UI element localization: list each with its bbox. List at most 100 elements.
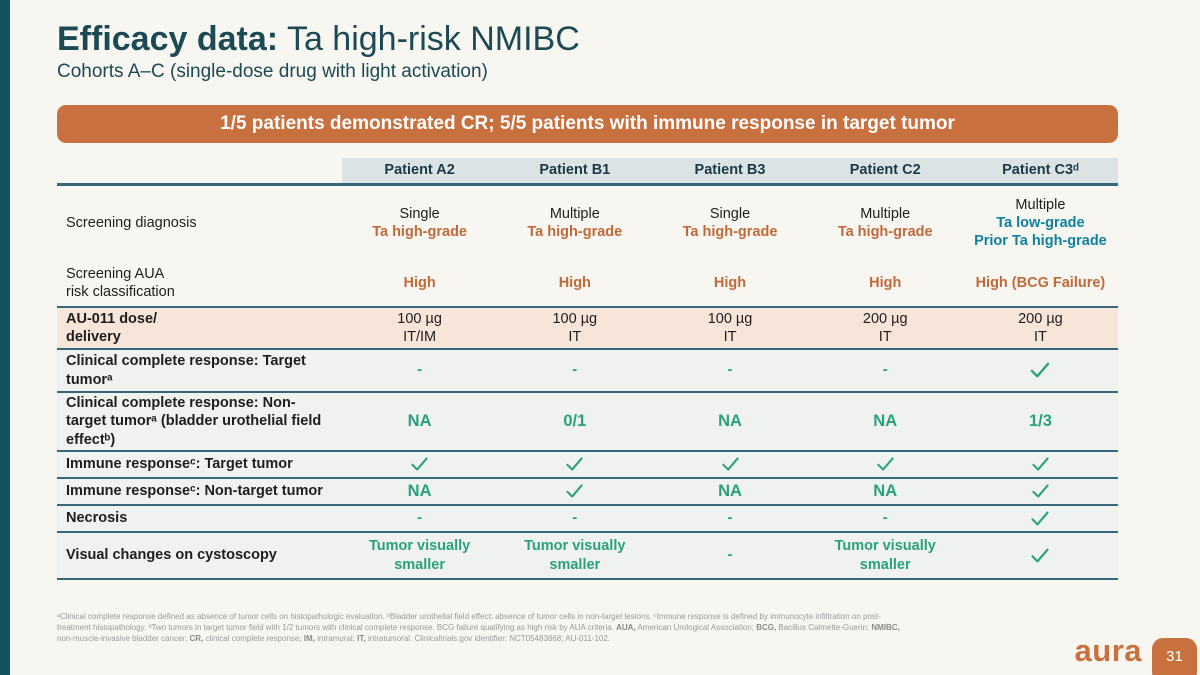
- cell-a2: [342, 455, 497, 475]
- cell-c3: Multiple Ta low-grade Prior Ta high-grad…: [963, 196, 1118, 250]
- checkmark-icon: [1031, 548, 1049, 563]
- abbrev-im: IM,: [303, 634, 315, 643]
- checkmark-icon: [721, 457, 739, 471]
- column-header-patient-c2: Patient C2: [807, 158, 963, 183]
- page-number: 31: [1166, 648, 1183, 665]
- checkmark-icon: [566, 484, 583, 498]
- cell-b3: -: [727, 509, 733, 527]
- table-row-ccr-target: Clinical complete response: Target tumor…: [57, 350, 1118, 393]
- headline-banner: 1/5 patients demonstrated CR; 5/5 patien…: [57, 105, 1118, 143]
- row-label: Clinical complete response: Non-target t…: [66, 395, 322, 448]
- table-row-screening-diagnosis: Screening diagnosis Single Ta high-grade…: [57, 186, 1118, 260]
- footnote-text: ᵃClinical complete response defined as a…: [57, 612, 881, 621]
- footnote-text: treatment histopathology. ᵈTwo tumors in…: [57, 623, 617, 632]
- page-subtitle: Cohorts A–C (single-dose drug with light…: [57, 61, 488, 82]
- page-title-bold: Efficacy data:: [57, 20, 279, 58]
- cell-c3: [963, 361, 1118, 381]
- cell-c3: High (BCG Failure): [975, 274, 1106, 291]
- diagnosis-count: Single: [709, 205, 751, 222]
- column-header-patient-a2: Patient A2: [342, 158, 498, 183]
- cell-b1: 100 µg IT: [552, 310, 598, 345]
- cell-b1: -: [572, 361, 578, 379]
- cell-c2: [808, 455, 963, 475]
- cell-b3: -: [727, 361, 733, 379]
- cell-a2: Tumor visually smaller: [342, 537, 497, 573]
- cell-c3: [963, 546, 1118, 566]
- visual-change-value: Tumor visually smaller: [368, 538, 471, 573]
- diagnosis-grade: Ta high-grade: [682, 224, 778, 240]
- page-title: Efficacy data: Ta high-risk NMIBC: [57, 20, 580, 59]
- cell-b1: Multiple Ta high-grade: [497, 205, 652, 241]
- checkmark-icon: [1032, 457, 1049, 471]
- visual-change-value: Tumor visually smaller: [834, 538, 936, 573]
- table-row-necrosis: Necrosis - - - -: [57, 506, 1118, 533]
- row-label: Clinical complete response: Target tumor…: [66, 353, 306, 388]
- cell-c3: 200 µg IT: [1018, 310, 1063, 345]
- cell-c2: Tumor visually smaller: [808, 537, 963, 573]
- efficacy-table: Patient A2 Patient B1 Patient B3 Patient…: [57, 158, 1119, 580]
- abbrev-bcg: BCG,: [756, 623, 777, 632]
- abbrev-nmibc: NMIBC,: [871, 623, 900, 632]
- cell-a2: NA: [407, 482, 432, 501]
- diagnosis-grade: Ta low-grade Prior Ta high-grade: [974, 214, 1107, 250]
- row-label: Immune responseᶜ: Non-target tumor: [66, 483, 323, 500]
- cell-b1: Tumor visually smaller: [497, 537, 652, 573]
- cell-b3: [652, 455, 807, 475]
- aura-logo: aura: [1074, 633, 1142, 668]
- table-row-ccr-nontarget: Clinical complete response: Non-target t…: [57, 393, 1118, 452]
- cell-c3: [963, 455, 1118, 475]
- diagnosis-grade: Ta high-grade: [837, 224, 933, 240]
- cell-b3: High: [713, 274, 747, 291]
- cell-b1: High: [558, 274, 591, 291]
- abbrev-it: IT,: [357, 634, 366, 643]
- cell-c3: [963, 482, 1118, 502]
- cell-b1: -: [572, 509, 578, 527]
- cell-c3: [963, 509, 1118, 529]
- table-row-visual-changes: Visual changes on cystoscopy Tumor visua…: [57, 533, 1118, 580]
- row-label: Visual changes on cystoscopy: [66, 547, 277, 564]
- row-label: Screening AUA risk classification: [66, 265, 175, 300]
- footnote-text: Bacillus Calmette-Guerin;: [776, 623, 872, 632]
- row-label: Screening diagnosis: [66, 214, 197, 231]
- cell-a2: Single Ta high-grade: [342, 205, 497, 241]
- footnotes: ᵃClinical complete response defined as a…: [57, 611, 1015, 644]
- checkmark-icon: [411, 457, 428, 471]
- row-label: Necrosis: [66, 510, 128, 527]
- cell-a2: High: [403, 274, 436, 291]
- cell-c2: NA: [873, 482, 898, 501]
- cell-c2: High: [869, 274, 902, 291]
- column-header-patient-c3: Patient C3ᵈ: [962, 158, 1119, 183]
- footnote-text: non-muscle-invasive bladder cancer;: [57, 634, 190, 643]
- cell-b3: -: [727, 546, 733, 564]
- table-row-immune-target: Immune responseᶜ: Target tumor: [57, 452, 1118, 479]
- cell-b1: [497, 482, 652, 502]
- cell-c2: Multiple Ta high-grade: [808, 205, 963, 241]
- table-row-aua-risk: Screening AUA risk classification High H…: [57, 260, 1118, 308]
- diagnosis-count: Single: [399, 205, 440, 222]
- headline-banner-text: 1/5 patients demonstrated CR; 5/5 patien…: [220, 113, 955, 134]
- cell-c2: NA: [873, 412, 898, 431]
- table-row-dose-delivery: AU-011 dose/ delivery 100 µg IT/IM 100 µ…: [57, 308, 1118, 350]
- cell-b3: NA: [718, 482, 742, 501]
- checkmark-icon: [1031, 511, 1049, 526]
- cell-b3: NA: [718, 412, 742, 431]
- visual-change-value: Tumor visually smaller: [524, 538, 626, 573]
- cell-a2: NA: [407, 412, 432, 431]
- cell-c2: -: [882, 509, 888, 527]
- column-header-patient-b1: Patient B1: [497, 158, 653, 183]
- footnote-text: American Urological Association;: [635, 623, 757, 632]
- checkmark-icon: [566, 457, 583, 471]
- checkmark-icon: [877, 457, 894, 471]
- cell-b1: 0/1: [563, 412, 587, 431]
- cell-c2: 200 µg IT: [862, 310, 908, 345]
- footnote-text: intratumoral. Clinicaltrials.gov identif…: [365, 634, 611, 643]
- cell-b1: [497, 455, 652, 475]
- diagnosis-grade: Ta high-grade: [527, 224, 623, 240]
- checkmark-icon: [1032, 484, 1049, 498]
- cell-a2: -: [417, 361, 423, 379]
- checkmark-icon: [1031, 362, 1050, 378]
- footnote-text: clinical complete response;: [203, 634, 304, 643]
- diagnosis-count: Multiple: [549, 205, 600, 222]
- diagnosis-grade: Ta high-grade: [372, 224, 467, 240]
- table-row-immune-nontarget: Immune responseᶜ: Non-target tumor NA NA…: [57, 479, 1118, 506]
